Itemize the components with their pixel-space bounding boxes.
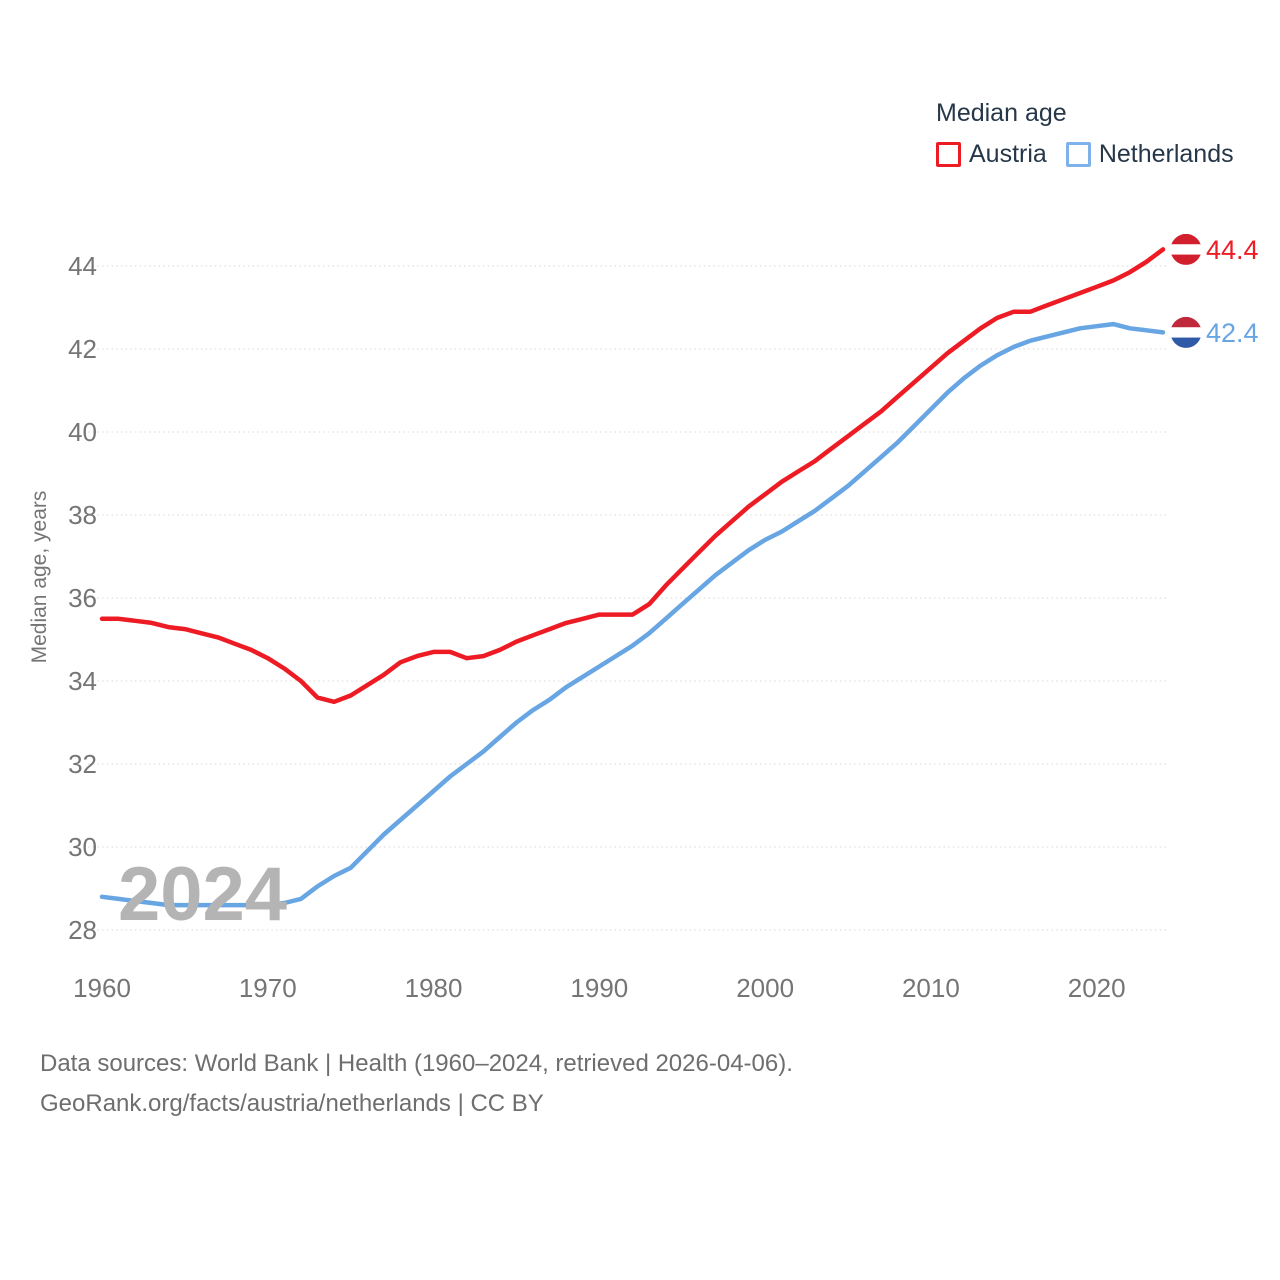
- end-value-label-netherlands: 42.4: [1206, 318, 1259, 348]
- austria-flag-stripe: [1170, 233, 1202, 245]
- x-tick-label-1990: 1990: [570, 973, 628, 1003]
- y-tick-label-30: 30: [68, 832, 97, 862]
- x-tick-label-2010: 2010: [902, 973, 960, 1003]
- austria-swatch-icon: [936, 142, 961, 167]
- x-tick-label-1970: 1970: [239, 973, 297, 1003]
- legend-item-austria[interactable]: Austria: [936, 140, 1047, 169]
- footer-source-line: Data sources: World Bank | Health (1960–…: [40, 1050, 793, 1077]
- y-tick-label-28: 28: [68, 915, 97, 945]
- netherlands-flag-stripe: [1170, 337, 1202, 348]
- watermark-year: 2024: [118, 852, 287, 937]
- legend-item-label-netherlands: Netherlands: [1098, 140, 1234, 168]
- austria-flag-icon: [1170, 233, 1202, 265]
- footer-attribution-line: GeoRank.org/facts/austria/netherlands | …: [40, 1090, 544, 1117]
- x-tick-label-2000: 2000: [736, 973, 794, 1003]
- netherlands-flag-stripe: [1170, 327, 1202, 339]
- austria-flag-stripe: [1170, 254, 1202, 265]
- x-tick-label-2020: 2020: [1068, 973, 1126, 1003]
- series-line-netherlands[interactable]: [99, 321, 1166, 908]
- end-value-label-austria: 44.4: [1206, 235, 1259, 265]
- netherlands-flag-stripe: [1170, 316, 1202, 328]
- netherlands-flag-icon: [1170, 316, 1202, 348]
- x-tick-label-1980: 1980: [405, 973, 463, 1003]
- y-tick-label-42: 42: [68, 334, 97, 364]
- series-line-austria[interactable]: [99, 247, 1166, 705]
- netherlands-swatch-icon: [1065, 142, 1091, 167]
- y-tick-label-40: 40: [68, 417, 97, 447]
- y-tick-label-38: 38: [68, 500, 97, 530]
- y-tick-label-32: 32: [68, 749, 97, 779]
- y-tick-label-36: 36: [68, 583, 97, 613]
- y-axis-title: Median age, years: [28, 491, 51, 664]
- chart-footer: Data sources: World Bank | Health (1960–…: [40, 1044, 793, 1124]
- legend-items: Austria Netherlands: [936, 140, 1234, 169]
- austria-flag-stripe: [1170, 244, 1202, 256]
- legend-item-label-austria: Austria: [969, 140, 1047, 168]
- chart-legend: Median age Austria Netherlands: [936, 100, 1234, 169]
- legend-item-netherlands[interactable]: Netherlands: [1065, 140, 1234, 169]
- legend-title: Median age: [936, 99, 1067, 127]
- x-tick-label-1960: 1960: [73, 973, 131, 1003]
- y-tick-label-34: 34: [68, 666, 97, 696]
- y-tick-label-44: 44: [68, 251, 97, 281]
